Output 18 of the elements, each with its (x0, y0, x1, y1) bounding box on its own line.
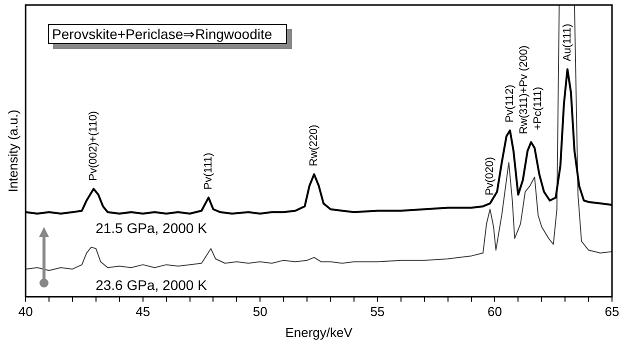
x-tick-label: 55 (370, 304, 385, 320)
series-label: 21.5 GPa, 2000 K (96, 220, 208, 236)
x-tick-label: 45 (136, 304, 150, 320)
annotation: Pv(111) (202, 152, 215, 190)
series-label: 23.6 GPa, 2000 K (96, 276, 208, 293)
x-tick-label: 40 (18, 304, 33, 320)
x-tick-label: 50 (252, 304, 268, 320)
x-axis-title: Energy/keV (285, 324, 353, 340)
annotation: Rw(220) (308, 124, 320, 166)
annotation: Pv(020) (484, 156, 496, 196)
annotation: Pv(002)+(110) (88, 111, 100, 181)
y-axis-title: Intensity (a.u.) (5, 110, 20, 192)
annotation: Rw(311)+Pv (200) +Pc(111) (518, 45, 544, 134)
annotation: Au(111) (561, 24, 574, 62)
text: Perovskite+Periclase⇒Ringwoodite (48, 24, 288, 44)
x-tick-label: 60 (487, 304, 502, 320)
annotation: Pv(112) (504, 84, 516, 122)
x-tick-label: 65 (604, 304, 620, 320)
